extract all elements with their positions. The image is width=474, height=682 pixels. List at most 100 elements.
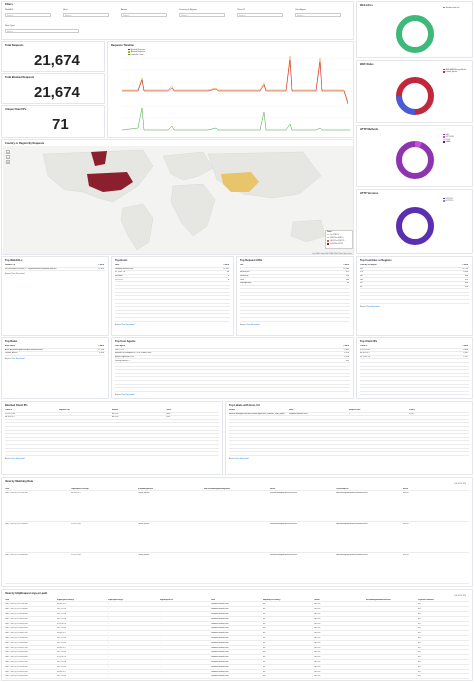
document-row[interactable]: Jan 1, 2023 @ 10:17:01.000 44.202.31.7 - / s… (5, 602, 469, 608)
column-header[interactable]: Rule Name (5, 345, 15, 348)
legend-item[interactable]: GET (443, 134, 454, 136)
column-header[interactable]: Labels (229, 409, 235, 412)
column-header[interactable]: Host (289, 409, 294, 412)
column-header[interactable]: Count (409, 409, 415, 412)
document-row[interactable]: Jan 1, 2023 @ 10:16:47.000 44.202.31.7 - / s… (5, 631, 469, 636)
column-header[interactable]: labels (270, 488, 276, 491)
map-region-ca[interactable] (91, 151, 107, 166)
donut-slice[interactable] (396, 141, 434, 179)
column-header[interactable]: httpRequest.clientIp (71, 488, 89, 491)
column-header[interactable]: Client IP (360, 345, 368, 348)
export-formatted-link[interactable]: Formatted (15, 357, 25, 360)
column-header[interactable]: Action (112, 409, 118, 412)
map-region-cn[interactable] (221, 172, 259, 192)
column-header[interactable]: User Agent (115, 345, 126, 348)
document-row[interactable]: Jan 1, 2023 @ 10:16:37.000 44.202.31.7 - / s… (5, 646, 469, 651)
column-header[interactable]: Count (98, 345, 104, 348)
fit-bounds-button[interactable]: ⊙ (6, 160, 10, 164)
export-formatted-link[interactable]: Formatted (125, 323, 135, 326)
column-header[interactable]: terminatingRuleId (137, 488, 153, 491)
column-header[interactable]: terminatingRuleMatchDetails (365, 599, 391, 602)
document-row[interactable]: Jan 1, 2023 @ 10:16:24.000 3.91.170.10 - / s… (5, 665, 469, 670)
legend-item[interactable]: HTTP/2.0 (443, 200, 453, 203)
export-raw-link[interactable]: Raw (11, 357, 16, 360)
export-formatted-link[interactable]: Formatted (125, 393, 135, 396)
export-formatted-link[interactable]: Formatted (250, 323, 260, 326)
column-header[interactable]: httpRequest.args (108, 599, 123, 602)
column-header[interactable]: Time (5, 488, 10, 491)
document-row[interactable]: Jan 1, 2023 @ 10:17:00.000 3.91.170.10 - / s… (5, 607, 469, 612)
document-row[interactable]: Jan 1, 2023 @ 10:17:00.000 3.91.170.10 Def… (5, 522, 469, 554)
column-header[interactable]: Count (462, 345, 468, 348)
legend-item[interactable]: POST (443, 138, 454, 141)
map-region-us[interactable] (87, 172, 133, 192)
column-header[interactable]: Country or Region (360, 264, 377, 267)
pager[interactable]: 1-50 of 21,674 (453, 483, 466, 485)
filter-select[interactable]: Select... (5, 13, 51, 17)
filter-select[interactable]: Select... (179, 13, 225, 17)
export-raw-link[interactable]: Raw (11, 457, 16, 460)
filter-select-rule-type[interactable]: Select... (5, 29, 79, 33)
export-raw-link[interactable]: Raw (121, 323, 126, 326)
document-row[interactable]: Jan 1, 2023 @ 10:16:52.000 52.73.42.78 - / s… (5, 622, 469, 627)
document-row[interactable]: Jan 1, 2023 @ 10:16:49.000 3.91.170.10 - / s… (5, 626, 469, 632)
document-row[interactable]: Jan 1, 2023 @ 10:16:27.000 3.91.170.10 - / s… (5, 660, 469, 665)
column-header[interactable]: action (314, 599, 320, 602)
column-header[interactable]: host (211, 599, 216, 602)
column-header[interactable]: Count (343, 345, 349, 348)
export-formatted-link[interactable]: Formatted (15, 457, 25, 460)
legend-item-allowed[interactable]: Allowed Requests (128, 51, 145, 54)
document-row[interactable]: Jan 1, 2023 @ 10:16:58.000 3.91.170.10 - / s… (5, 612, 469, 617)
document-row[interactable]: Jan 1, 2023 @ 10:16:58.000 3.91.170.10 Def… (5, 553, 469, 585)
column-header[interactable]: Count (98, 264, 104, 267)
map-canvas[interactable]: + − ⊙ Count 1 to 3,180.75 3,180.76 to 6,… (3, 146, 353, 254)
legend-item-count[interactable]: Requests Count (128, 53, 145, 56)
document-row[interactable]: Jan 1, 2023 @ 10:17:01.000 44.202.31.7 Def… (5, 491, 469, 523)
donut-slice[interactable] (396, 207, 434, 245)
document-row[interactable]: Jan 1, 2023 @ 10:16:44.000 3.91.170.10 - / s… (5, 636, 469, 641)
export-raw-link[interactable]: Raw (235, 457, 240, 460)
column-header[interactable]: Count (343, 264, 349, 267)
export-raw-link[interactable]: Raw (11, 273, 16, 276)
column-header[interactable]: URI (240, 264, 244, 267)
filter-select[interactable]: Select... (63, 13, 109, 17)
filter-select[interactable]: Select... (121, 13, 167, 17)
column-header[interactable]: nonTerminatingMatchingRules (203, 488, 231, 491)
column-header[interactable]: Count (165, 409, 171, 412)
legend-item[interactable]: HEAD (443, 141, 454, 143)
document-row[interactable]: Jan 1, 2023 @ 10:16:21.000 44.202.31.7 - / s… (5, 670, 469, 675)
document-row[interactable]: Jan 1, 2023 @ 10:16:18.000 3.91.170.10 - / s… (5, 674, 469, 680)
pager[interactable]: 1-50 of 21,674 (453, 595, 466, 597)
column-header[interactable]: httpRequest.uri (159, 599, 173, 602)
legend-item[interactable]: Sandbox web acl (443, 7, 459, 9)
column-header[interactable]: Request URI (349, 409, 361, 412)
donut-slice[interactable] (396, 77, 434, 115)
export-formatted-link[interactable]: Formatted (370, 305, 380, 308)
zoom-in-button[interactable]: + (6, 150, 10, 154)
filter-select[interactable]: Select... (295, 13, 341, 17)
column-header[interactable]: ruleGroupList (336, 488, 349, 491)
export-raw-link[interactable]: Raw (121, 393, 126, 396)
document-row[interactable]: Jan 1, 2023 @ 10:16:33.000 3.91.170.10 - / s… (5, 650, 469, 656)
column-header[interactable]: Count (223, 264, 229, 267)
legend-item[interactable]: AWS-AWSManagedRules (443, 69, 466, 71)
column-header[interactable]: Client IP (5, 409, 13, 412)
column-header[interactable]: Request URI (58, 409, 70, 412)
document-row[interactable]: Jan 1, 2023 @ 10:16:40.000 3.91.170.10 - / s… (5, 641, 469, 646)
column-header[interactable]: WebACL Id (5, 264, 16, 267)
column-header[interactable]: Time (5, 599, 10, 602)
legend-item[interactable]: HTTP/1.1 (443, 198, 453, 200)
export-raw-link[interactable]: Raw (246, 323, 251, 326)
legend-item[interactable]: Default_Action (443, 71, 466, 74)
export-formatted-link[interactable]: Formatted (15, 273, 25, 276)
column-header[interactable]: httpRequest.clientIp (56, 599, 74, 602)
column-header[interactable]: Count (462, 264, 468, 267)
filter-select[interactable]: Select... (237, 13, 283, 17)
column-header[interactable]: Host (115, 264, 120, 267)
export-formatted-link[interactable]: Formatted (239, 457, 249, 460)
donut-slice[interactable] (396, 141, 434, 179)
column-header[interactable]: responseCodeSent (417, 599, 434, 602)
document-row[interactable]: Jan 1, 2023 @ 10:16:55.000 3.91.170.10 - / s… (5, 617, 469, 622)
zoom-out-button[interactable]: − (6, 155, 10, 159)
column-header[interactable]: httpRequest.country (262, 599, 281, 602)
